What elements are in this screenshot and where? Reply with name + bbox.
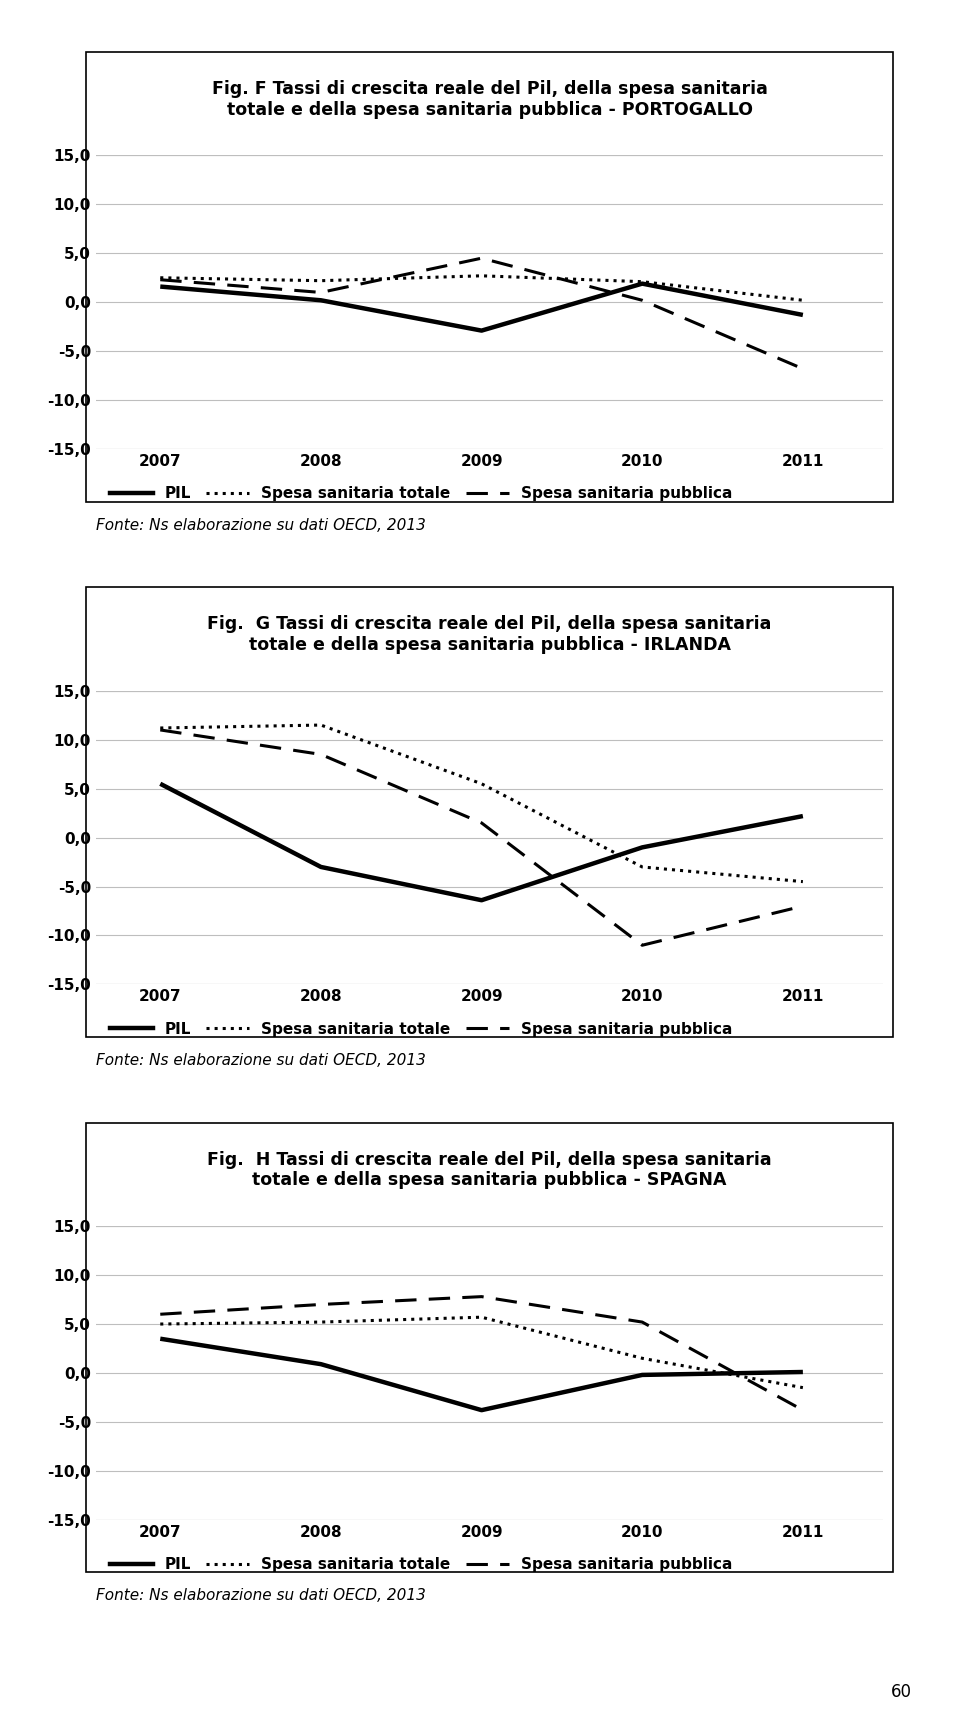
Text: Fig.  H Tassi di crescita reale del Pil, della spesa sanitaria
totale e della sp: Fig. H Tassi di crescita reale del Pil, … xyxy=(207,1150,772,1190)
Text: Fig.  G Tassi di crescita reale del Pil, della spesa sanitaria
totale e della sp: Fig. G Tassi di crescita reale del Pil, … xyxy=(207,615,772,655)
Text: Fonte: Ns elaborazione su dati OECD, 2013: Fonte: Ns elaborazione su dati OECD, 201… xyxy=(96,1589,426,1603)
Text: Fonte: Ns elaborazione su dati OECD, 2013: Fonte: Ns elaborazione su dati OECD, 201… xyxy=(96,518,426,532)
Legend: PIL, Spesa sanitaria totale, Spesa sanitaria pubblica: PIL, Spesa sanitaria totale, Spesa sanit… xyxy=(104,1551,738,1578)
Legend: PIL, Spesa sanitaria totale, Spesa sanitaria pubblica: PIL, Spesa sanitaria totale, Spesa sanit… xyxy=(104,1015,738,1043)
Text: Fig. F Tassi di crescita reale del Pil, della spesa sanitaria
totale e della spe: Fig. F Tassi di crescita reale del Pil, … xyxy=(211,79,768,119)
Legend: PIL, Spesa sanitaria totale, Spesa sanitaria pubblica: PIL, Spesa sanitaria totale, Spesa sanit… xyxy=(104,480,738,508)
Text: 60: 60 xyxy=(891,1684,912,1701)
Text: Fonte: Ns elaborazione su dati OECD, 2013: Fonte: Ns elaborazione su dati OECD, 201… xyxy=(96,1053,426,1067)
